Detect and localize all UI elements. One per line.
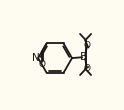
- Text: O: O: [84, 64, 91, 73]
- Text: O: O: [84, 41, 91, 50]
- Text: O: O: [38, 60, 45, 69]
- Text: B: B: [80, 52, 88, 62]
- Text: N: N: [32, 53, 40, 63]
